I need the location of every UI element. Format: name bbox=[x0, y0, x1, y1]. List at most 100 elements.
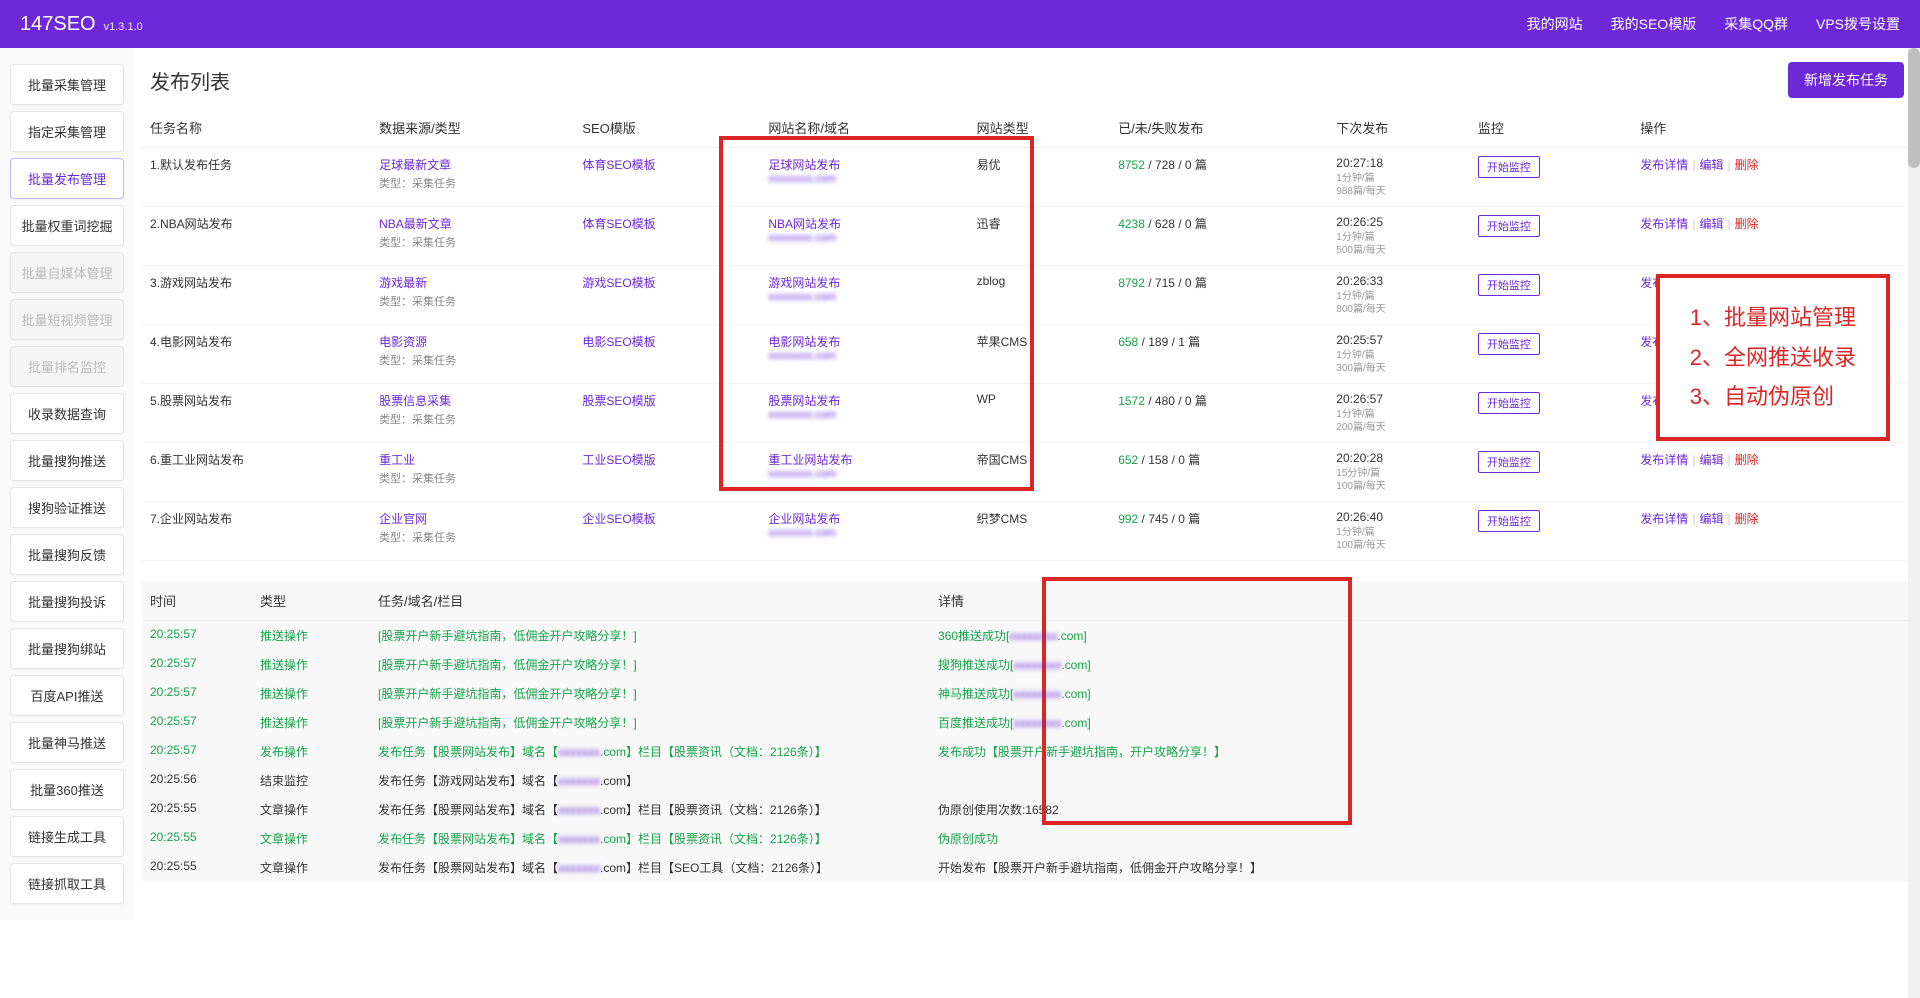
sidebar-item[interactable]: 批量神马推送 bbox=[10, 722, 124, 763]
sidebar-item[interactable]: 批量采集管理 bbox=[10, 64, 124, 105]
template-link[interactable]: 体育SEO模板 bbox=[582, 158, 655, 172]
topnav-item[interactable]: 我的SEO模版 bbox=[1611, 14, 1697, 34]
log-detail: 百度推送成功[xxxxxxxx.com] bbox=[938, 714, 1904, 731]
source-link[interactable]: 足球最新文章 bbox=[379, 156, 566, 173]
cell-ops: 发布详情|编辑|删除 bbox=[1632, 502, 1912, 561]
log-detail: 神马推送成功[xxxxxxxx.com] bbox=[938, 685, 1904, 702]
cell-site: 企业网站发布xxxxxxxx.com bbox=[760, 502, 968, 561]
cell-ops: 发布详情|编辑|删除 bbox=[1632, 443, 1912, 502]
sidebar-item: 批量自媒体管理 bbox=[10, 252, 124, 293]
monitor-button[interactable]: 开始监控 bbox=[1478, 274, 1540, 296]
op-detail[interactable]: 发布详情 bbox=[1640, 512, 1688, 526]
cell-source: 企业官网类型：采集任务 bbox=[371, 502, 574, 561]
site-link[interactable]: 足球网站发布 bbox=[768, 156, 960, 173]
top-nav: 我的网站 我的SEO模版 采集QQ群 VPS拨号设置 bbox=[1527, 14, 1900, 34]
site-link[interactable]: 电影网站发布 bbox=[768, 333, 960, 350]
template-link[interactable]: 游戏SEO模板 bbox=[582, 276, 655, 290]
op-edit[interactable]: 编辑 bbox=[1699, 453, 1723, 467]
template-link[interactable]: 电影SEO模板 bbox=[582, 335, 655, 349]
sidebar-item[interactable]: 批量权重词挖掘 bbox=[10, 205, 124, 246]
site-link[interactable]: 股票网站发布 bbox=[768, 392, 960, 409]
cell-taskname: 6.重工业网站发布 bbox=[142, 443, 371, 502]
sidebar-item[interactable]: 批量发布管理 bbox=[10, 158, 124, 199]
site-link[interactable]: 游戏网站发布 bbox=[768, 274, 960, 291]
overlay-line: 3、自动伪原创 bbox=[1690, 377, 1856, 417]
source-link[interactable]: 股票信息采集 bbox=[379, 392, 566, 409]
monitor-button[interactable]: 开始监控 bbox=[1478, 510, 1540, 532]
sidebar-item[interactable]: 收录数据查询 bbox=[10, 393, 124, 434]
monitor-button[interactable]: 开始监控 bbox=[1478, 392, 1540, 414]
topnav-item[interactable]: 我的网站 bbox=[1527, 14, 1583, 34]
log-detail: 搜狗推送成功[xxxxxxxx.com] bbox=[938, 656, 1904, 673]
monitor-button[interactable]: 开始监控 bbox=[1478, 156, 1540, 178]
cell-template: 电影SEO模板 bbox=[574, 325, 760, 384]
template-link[interactable]: 工业SEO模版 bbox=[582, 453, 655, 467]
domain-text: xxxxxxxx.com bbox=[768, 350, 960, 362]
log-type: 推送操作 bbox=[260, 685, 378, 702]
sidebar-item[interactable]: 搜狗验证推送 bbox=[10, 487, 124, 528]
topnav-item[interactable]: VPS拨号设置 bbox=[1816, 14, 1900, 34]
sidebar-item[interactable]: 链接抓取工具 bbox=[10, 863, 124, 904]
sidebar-item[interactable]: 指定采集管理 bbox=[10, 111, 124, 152]
sidebar-item[interactable]: 批量搜狗绑站 bbox=[10, 628, 124, 669]
op-detail[interactable]: 发布详情 bbox=[1640, 453, 1688, 467]
table-header: 下次发布 bbox=[1328, 108, 1470, 148]
op-detail[interactable]: 发布详情 bbox=[1640, 158, 1688, 172]
domain-text: xxxxxxxx.com bbox=[768, 173, 960, 185]
monitor-button[interactable]: 开始监控 bbox=[1478, 333, 1540, 355]
log-detail bbox=[938, 772, 1904, 789]
sidebar-item[interactable]: 百度API推送 bbox=[10, 675, 124, 716]
cell-monitor: 开始监控 bbox=[1470, 148, 1632, 207]
sidebar-item[interactable]: 批量搜狗投诉 bbox=[10, 581, 124, 622]
brand-title: 147SEO bbox=[20, 13, 96, 36]
monitor-button[interactable]: 开始监控 bbox=[1478, 215, 1540, 237]
template-link[interactable]: 企业SEO模板 bbox=[582, 512, 655, 526]
op-delete[interactable]: 删除 bbox=[1735, 453, 1759, 467]
table-row: 4.电影网站发布电影资源类型：采集任务电影SEO模板电影网站发布xxxxxxxx… bbox=[142, 325, 1912, 384]
main-content: 发布列表 新增发布任务 任务名称数据来源/类型SEO模版网站名称/域名网站类型已… bbox=[134, 48, 1920, 920]
source-link[interactable]: 游戏最新 bbox=[379, 274, 566, 291]
sidebar-item: 批量排名监控 bbox=[10, 346, 124, 387]
source-sub: 类型：采集任务 bbox=[379, 234, 566, 250]
template-link[interactable]: 体育SEO模板 bbox=[582, 217, 655, 231]
source-link[interactable]: 企业官网 bbox=[379, 510, 566, 527]
template-link[interactable]: 股票SEO模版 bbox=[582, 394, 655, 408]
cell-site: 游戏网站发布xxxxxxxx.com bbox=[760, 266, 968, 325]
op-delete[interactable]: 删除 bbox=[1735, 512, 1759, 526]
overlay-line: 1、批量网站管理 bbox=[1690, 298, 1856, 338]
log-type: 推送操作 bbox=[260, 656, 378, 673]
source-link[interactable]: 电影资源 bbox=[379, 333, 566, 350]
op-edit[interactable]: 编辑 bbox=[1699, 158, 1723, 172]
sidebar-item[interactable]: 批量搜狗推送 bbox=[10, 440, 124, 481]
table-header: SEO模版 bbox=[574, 108, 760, 148]
site-link[interactable]: 重工业网站发布 bbox=[768, 451, 960, 468]
scrollbar-thumb[interactable] bbox=[1908, 48, 1920, 168]
sidebar-item[interactable]: 链接生成工具 bbox=[10, 816, 124, 857]
op-edit[interactable]: 编辑 bbox=[1699, 217, 1723, 231]
site-link[interactable]: NBA网站发布 bbox=[768, 215, 960, 232]
source-sub: 类型：采集任务 bbox=[379, 529, 566, 545]
site-link[interactable]: 企业网站发布 bbox=[768, 510, 960, 527]
cell-sitetype: 帝国CMS bbox=[969, 443, 1111, 502]
scrollbar[interactable] bbox=[1908, 48, 1920, 998]
cell-next: 20:26:571分钟/篇200篇/每天 bbox=[1328, 384, 1470, 443]
domain-text: xxxxxxxx.com bbox=[768, 232, 960, 244]
op-edit[interactable]: 编辑 bbox=[1699, 512, 1723, 526]
cell-publish-stats: 1572 / 480 / 0 篇 bbox=[1110, 384, 1328, 443]
sidebar-item[interactable]: 批量搜狗反馈 bbox=[10, 534, 124, 575]
cell-publish-stats: 658 / 189 / 1 篇 bbox=[1110, 325, 1328, 384]
op-delete[interactable]: 删除 bbox=[1735, 217, 1759, 231]
cell-source: 电影资源类型：采集任务 bbox=[371, 325, 574, 384]
page-title: 发布列表 bbox=[150, 66, 230, 95]
monitor-button[interactable]: 开始监控 bbox=[1478, 451, 1540, 473]
log-task: 发布任务【股票网站发布】域名【xxxxxxx.com】栏目【股票资讯（文档：21… bbox=[378, 801, 938, 818]
new-task-button[interactable]: 新增发布任务 bbox=[1788, 62, 1904, 98]
sidebar-item[interactable]: 批量360推送 bbox=[10, 769, 124, 810]
source-link[interactable]: 重工业 bbox=[379, 451, 566, 468]
log-row: 20:25:57推送操作[股票开户新手避坑指南，低佣金开户攻略分享！]360推送… bbox=[142, 621, 1912, 650]
op-delete[interactable]: 删除 bbox=[1735, 158, 1759, 172]
topnav-item[interactable]: 采集QQ群 bbox=[1724, 14, 1788, 34]
cell-source: NBA最新文章类型：采集任务 bbox=[371, 207, 574, 266]
source-link[interactable]: NBA最新文章 bbox=[379, 215, 566, 232]
op-detail[interactable]: 发布详情 bbox=[1640, 217, 1688, 231]
